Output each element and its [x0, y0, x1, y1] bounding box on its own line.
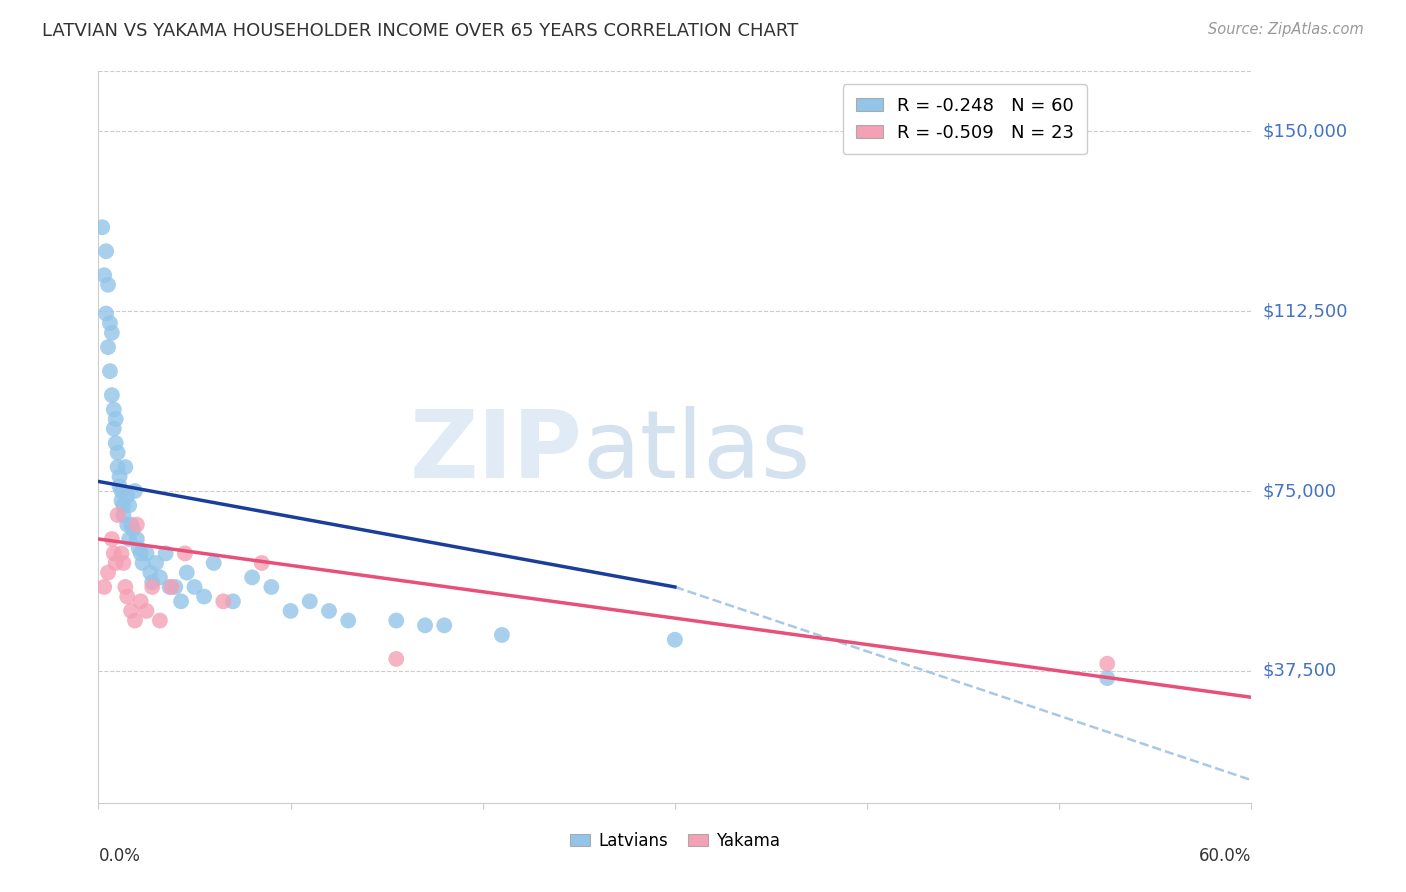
Point	[174, 546, 197, 560]
Point	[413, 618, 436, 632]
Point	[159, 580, 181, 594]
Point	[94, 307, 117, 321]
Point	[107, 460, 129, 475]
Point	[110, 483, 132, 498]
Point	[1097, 657, 1119, 671]
Point	[222, 594, 245, 608]
Point	[118, 499, 141, 513]
Point	[240, 570, 263, 584]
Point	[117, 489, 139, 503]
Point	[212, 594, 235, 608]
Point	[125, 517, 148, 532]
Text: $150,000: $150,000	[1263, 122, 1347, 140]
Point	[202, 556, 225, 570]
Point	[433, 618, 456, 632]
Point	[117, 590, 139, 604]
Point	[129, 546, 152, 560]
Point	[104, 436, 127, 450]
Point	[128, 541, 150, 556]
Point	[193, 590, 215, 604]
Text: 0.0%: 0.0%	[98, 847, 141, 864]
Point	[491, 628, 513, 642]
Point	[114, 460, 136, 475]
Point	[170, 594, 193, 608]
Text: LATVIAN VS YAKAMA HOUSEHOLDER INCOME OVER 65 YEARS CORRELATION CHART: LATVIAN VS YAKAMA HOUSEHOLDER INCOME OVE…	[42, 22, 799, 40]
Point	[385, 614, 408, 628]
Point	[129, 594, 152, 608]
Point	[122, 523, 145, 537]
Point	[260, 580, 283, 594]
Point	[97, 277, 120, 292]
Point	[120, 604, 142, 618]
Point	[1097, 671, 1119, 685]
Point	[176, 566, 198, 580]
Point	[103, 422, 125, 436]
Point	[120, 517, 142, 532]
Point	[98, 364, 121, 378]
Point	[103, 546, 125, 560]
Text: $75,000: $75,000	[1263, 482, 1337, 500]
Text: 60.0%: 60.0%	[1199, 847, 1251, 864]
Point	[337, 614, 360, 628]
Point	[104, 556, 127, 570]
Point	[93, 268, 115, 283]
Point	[104, 412, 127, 426]
Point	[149, 614, 172, 628]
Point	[385, 652, 408, 666]
Text: $112,500: $112,500	[1263, 302, 1348, 320]
Point	[97, 340, 120, 354]
Point	[664, 632, 686, 647]
Text: atlas: atlas	[582, 406, 811, 498]
Point	[141, 575, 163, 590]
Point	[117, 517, 139, 532]
Point	[139, 566, 162, 580]
Point	[94, 244, 117, 259]
Point	[110, 493, 132, 508]
Point	[160, 580, 183, 594]
Point	[135, 546, 157, 560]
Text: Source: ZipAtlas.com: Source: ZipAtlas.com	[1208, 22, 1364, 37]
Point	[97, 566, 120, 580]
Point	[145, 556, 167, 570]
Point	[93, 580, 115, 594]
Point	[141, 580, 163, 594]
Point	[114, 580, 136, 594]
Point	[112, 508, 135, 522]
Point	[108, 479, 131, 493]
Point	[118, 532, 141, 546]
Point	[183, 580, 205, 594]
Text: $37,500: $37,500	[1263, 662, 1337, 680]
Point	[131, 556, 153, 570]
Point	[124, 483, 146, 498]
Legend: Latvians, Yakama: Latvians, Yakama	[562, 825, 787, 856]
Point	[298, 594, 321, 608]
Point	[250, 556, 273, 570]
Point	[149, 570, 172, 584]
Point	[110, 546, 132, 560]
Point	[124, 614, 146, 628]
Point	[103, 402, 125, 417]
Point	[280, 604, 302, 618]
Point	[107, 508, 129, 522]
Point	[91, 220, 114, 235]
Text: ZIP: ZIP	[409, 406, 582, 498]
Point	[165, 580, 187, 594]
Point	[112, 499, 135, 513]
Point	[108, 469, 131, 483]
Point	[101, 388, 124, 402]
Point	[101, 532, 124, 546]
Point	[112, 556, 135, 570]
Point	[98, 316, 121, 330]
Point	[101, 326, 124, 340]
Point	[107, 445, 129, 459]
Point	[125, 532, 148, 546]
Point	[135, 604, 157, 618]
Point	[318, 604, 340, 618]
Point	[155, 546, 177, 560]
